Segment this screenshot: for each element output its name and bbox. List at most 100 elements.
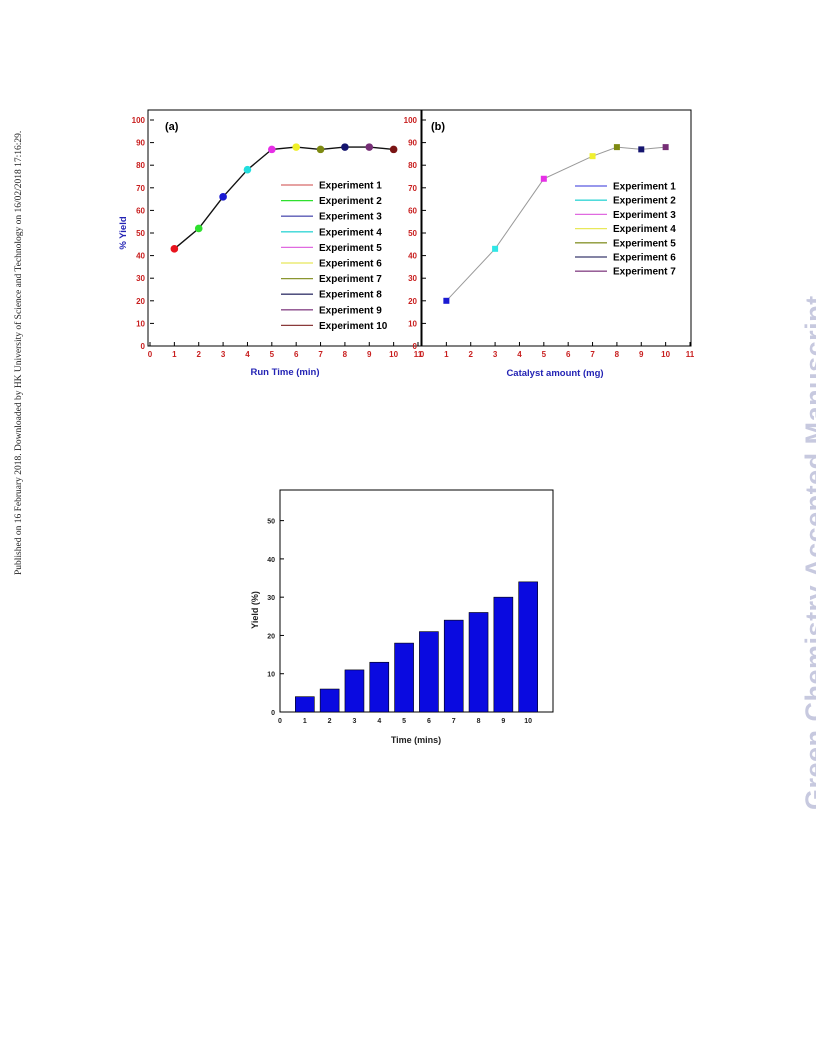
- c-x-tick-label: 4: [377, 718, 381, 725]
- panel-a-x-ticks: 0 1 2 3 4 5 6 7 8 9 10 11: [148, 342, 423, 359]
- panel-b-y-ticks: 0 10 20 30 40 50 60 70 80 90 100: [404, 116, 426, 351]
- a-x-tick-label: 11: [414, 350, 423, 359]
- b-legend-entry: Experiment 7: [613, 267, 676, 278]
- b-data-point: [662, 144, 669, 151]
- a-y-tick-label: 60: [136, 206, 145, 215]
- b-data-point: [443, 297, 450, 304]
- b-x-tick-label: 0: [420, 350, 425, 359]
- a-x-tick-label: 9: [367, 350, 372, 359]
- a-legend-entry: Experiment 6: [319, 259, 382, 270]
- bar-chart: 0 10 20 30 40 50 0 1 2 3 4 5 6 7 8 9 10 Time (mins) Yie…: [250, 489, 554, 745]
- a-data-point: [316, 145, 325, 154]
- c-x-tick-label: 9: [501, 718, 505, 725]
- bar-chart-bars: [295, 581, 538, 713]
- c-x-tick-label: 0: [278, 718, 282, 725]
- b-y-tick-label: 70: [408, 184, 417, 193]
- b-legend-entry: Experiment 5: [613, 238, 676, 249]
- bar-chart-bar: [394, 642, 414, 713]
- a-data-point: [389, 145, 398, 154]
- a-data-point: [292, 143, 300, 151]
- a-x-tick-label: 1: [172, 350, 177, 359]
- c-y-tick-label: 40: [267, 557, 275, 564]
- a-x-tick-label: 10: [389, 350, 398, 359]
- a-legend-entry: Experiment 1: [319, 181, 382, 192]
- bar-chart-bar: [319, 688, 340, 713]
- b-x-tick-label: 2: [469, 350, 474, 359]
- b-y-tick-label: 80: [408, 161, 417, 170]
- bar-chart-x-axis-title: Time (mins): [391, 735, 441, 745]
- bar-chart-bar: [369, 661, 390, 713]
- a-legend-entry: Experiment 9: [319, 305, 382, 316]
- c-x-tick-label: 1: [303, 718, 307, 725]
- panel-b-markers: [443, 144, 669, 304]
- bar-chart-bar: [344, 669, 365, 713]
- b-x-tick-label: 10: [661, 350, 670, 359]
- c-y-tick-label: 30: [267, 595, 275, 602]
- a-y-tick-label: 10: [136, 319, 145, 328]
- c-x-tick-label: 3: [353, 718, 357, 725]
- b-x-tick-label: 6: [566, 350, 571, 359]
- panel-a-plot-frame: [147, 109, 422, 347]
- panel-a-label: (a): [165, 121, 179, 133]
- b-legend-entry: Experiment 2: [613, 196, 676, 207]
- c-y-tick-label: 10: [267, 672, 275, 679]
- a-x-tick-label: 3: [221, 350, 226, 359]
- a-data-point: [243, 165, 252, 174]
- c-x-tick-label: 7: [452, 718, 456, 725]
- b-legend-entry: Experiment 3: [613, 210, 676, 221]
- a-legend-entry: Experiment 10: [319, 321, 388, 332]
- a-x-tick-label: 8: [343, 350, 348, 359]
- a-y-tick-label: 90: [136, 139, 145, 148]
- b-legend-entry: Experiment 1: [613, 182, 676, 193]
- a-data-point: [341, 143, 349, 151]
- a-data-point: [194, 224, 203, 233]
- panel-b-label: (b): [431, 121, 445, 133]
- c-x-tick-label: 5: [402, 718, 406, 725]
- bar-chart-bar: [493, 596, 514, 713]
- a-legend-entry: Experiment 5: [319, 243, 382, 254]
- a-data-point: [170, 245, 179, 253]
- b-x-tick-label: 3: [493, 350, 498, 359]
- bar-chart-plot-frame: [279, 489, 554, 713]
- b-data-point: [540, 175, 547, 182]
- a-data-point: [268, 145, 276, 154]
- panel-a-legend: Experiment 1 Experiment 2 Experiment 3 Expe…: [281, 181, 388, 332]
- a-y-tick-label: 40: [136, 252, 145, 261]
- bar-chart-y-axis-title: Yield (%): [250, 591, 260, 629]
- a-data-point: [365, 143, 374, 151]
- a-y-tick-label: 0: [141, 342, 146, 351]
- a-x-tick-label: 6: [294, 350, 299, 359]
- b-x-tick-label: 4: [517, 350, 522, 359]
- b-legend-entry: Experiment 6: [613, 253, 676, 264]
- a-x-tick-label: 2: [197, 350, 202, 359]
- b-x-tick-label: 7: [590, 350, 595, 359]
- b-x-tick-label: 5: [542, 350, 547, 359]
- a-legend-entry: Experiment 4: [319, 227, 382, 238]
- c-y-tick-label: 50: [267, 519, 275, 526]
- b-data-point: [492, 245, 499, 252]
- b-y-tick-label: 60: [408, 206, 417, 215]
- a-data-point: [219, 193, 227, 201]
- a-y-tick-label: 30: [136, 274, 145, 283]
- bar-chart-bar: [468, 612, 489, 713]
- b-y-tick-label: 20: [408, 297, 417, 306]
- b-y-tick-label: 40: [408, 252, 417, 261]
- c-x-tick-label: 2: [328, 718, 332, 725]
- c-x-tick-label: 6: [427, 718, 431, 725]
- bar-chart-y-ticks: 0 10 20 30 40 50: [267, 519, 284, 717]
- b-y-tick-label: 100: [404, 116, 418, 125]
- panel-a-y-ticks: 0 10 20 30 40 50 60 70 80 90 100: [132, 116, 154, 351]
- b-legend-entry: Experiment 4: [613, 224, 676, 235]
- bar-chart-bar: [419, 631, 439, 713]
- a-legend-entry: Experiment 2: [319, 196, 382, 207]
- panel-a-x-axis-title: Run Time (min): [251, 367, 320, 378]
- c-x-tick-label: 10: [524, 718, 532, 725]
- c-y-tick-label: 20: [267, 633, 275, 640]
- b-x-tick-label: 8: [615, 350, 620, 359]
- panel-a-markers: [170, 143, 398, 253]
- b-data-point: [613, 144, 620, 151]
- panel-a-y-axis-title: % Yield: [118, 216, 129, 249]
- b-x-tick-label: 1: [444, 350, 449, 359]
